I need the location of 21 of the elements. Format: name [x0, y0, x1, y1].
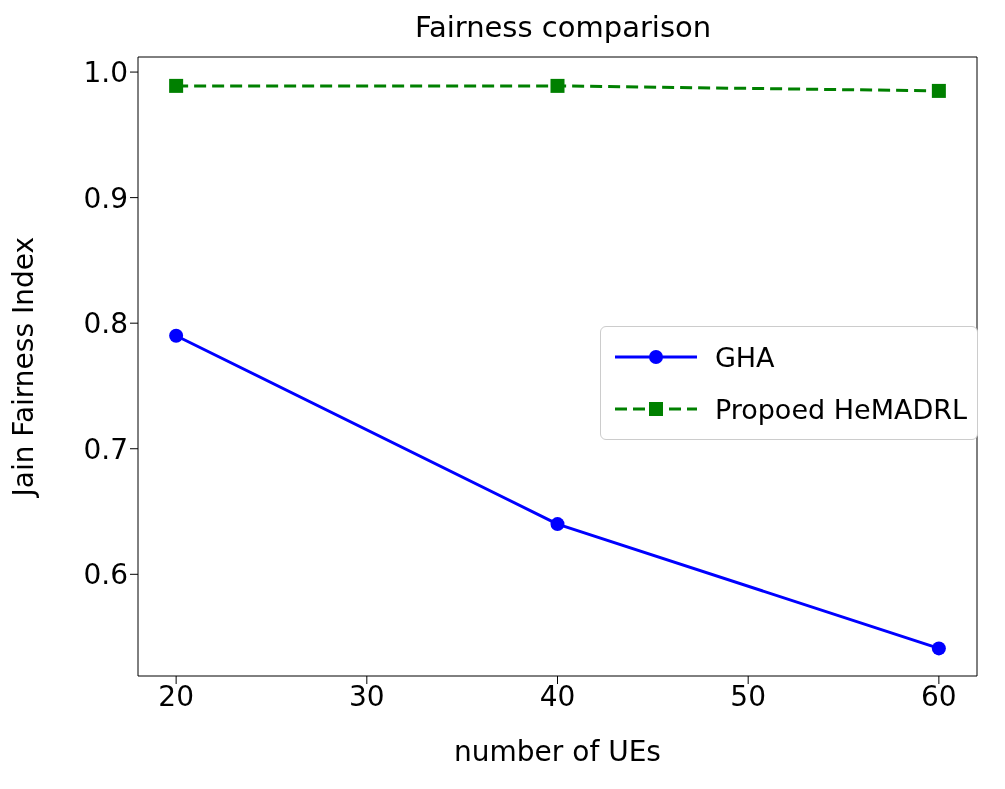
y-tick-label: 0.7 [83, 432, 128, 466]
chart-title: Fairness comparison [413, 9, 713, 46]
legend-label: Propoed HeMADRL [714, 393, 967, 425]
point [169, 78, 184, 93]
point [550, 78, 565, 93]
y-tick-label: 0.9 [83, 181, 128, 215]
point [931, 641, 946, 656]
x-tick-label: 20 [158, 679, 194, 713]
y-tick-label: 0.6 [83, 558, 128, 592]
x-tick-label: 50 [730, 679, 766, 713]
point [550, 517, 565, 532]
legend-label: GHA [714, 341, 775, 373]
x-tick-label: 30 [349, 679, 385, 713]
y-axis-title: Jain Fairness Index [6, 237, 40, 499]
point [169, 328, 184, 343]
point [931, 83, 946, 98]
x-tick-label: 60 [921, 679, 957, 713]
y-tick-label: 1.0 [83, 56, 128, 90]
x-axis-title: number of UEs [454, 735, 661, 768]
y-tick-label: 0.8 [83, 307, 128, 341]
x-tick-label: 40 [539, 679, 576, 713]
